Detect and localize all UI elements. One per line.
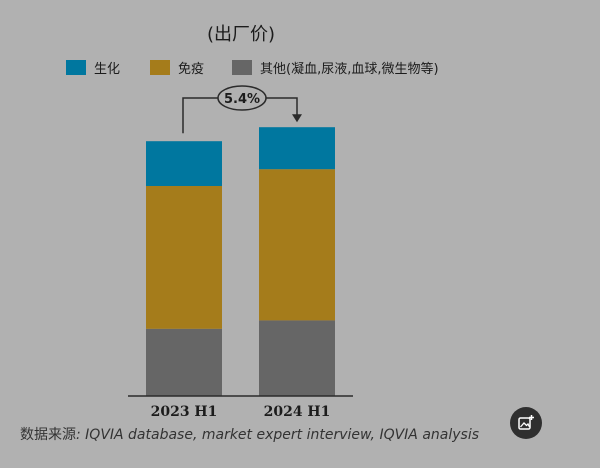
add-image-icon: [518, 415, 534, 430]
bar-segment-0-2: [146, 328, 222, 396]
x-tick-label-1: 2024 H1: [264, 404, 331, 420]
legend-label-1: 免疫: [178, 61, 204, 77]
chart-title: (出厂价): [207, 24, 275, 45]
legend-swatch-2: [232, 60, 252, 75]
growth-annotation: 5.4%: [182, 85, 302, 134]
growth-arrowhead: [292, 114, 302, 123]
growth-connector-left: [182, 97, 222, 134]
legend-swatch-0: [66, 60, 86, 75]
legend: 生化 免疫 其他(凝血,尿液,血球,微生物等): [66, 60, 439, 77]
bar-segment-1-0: [259, 127, 335, 170]
x-tick-label-0: 2023 H1: [151, 404, 218, 420]
bar-segment-1-1: [259, 169, 335, 321]
add-image-button[interactable]: [510, 407, 542, 439]
legend-label-0: 生化: [94, 62, 120, 77]
growth-badge: [217, 85, 267, 111]
legend-label-2: 其他(凝血,尿液,血球,微生物等): [260, 61, 439, 77]
legend-swatch-1: [150, 60, 170, 75]
x-tick-labels: 2023 H1 2024 H1: [151, 404, 331, 420]
stacked-bars: [146, 127, 335, 396]
source-text: : IQVIA database, market expert intervie…: [76, 427, 479, 443]
bar-segment-0-1: [146, 186, 222, 329]
growth-label: 5.4%: [224, 92, 260, 107]
source-prefix: 数据来源: [20, 427, 76, 443]
bar-segment-1-2: [259, 320, 335, 396]
growth-connector-right: [264, 97, 298, 116]
source-note: 数据来源: IQVIA database, market expert inte…: [20, 427, 479, 443]
bar-segment-0-0: [146, 141, 222, 186]
